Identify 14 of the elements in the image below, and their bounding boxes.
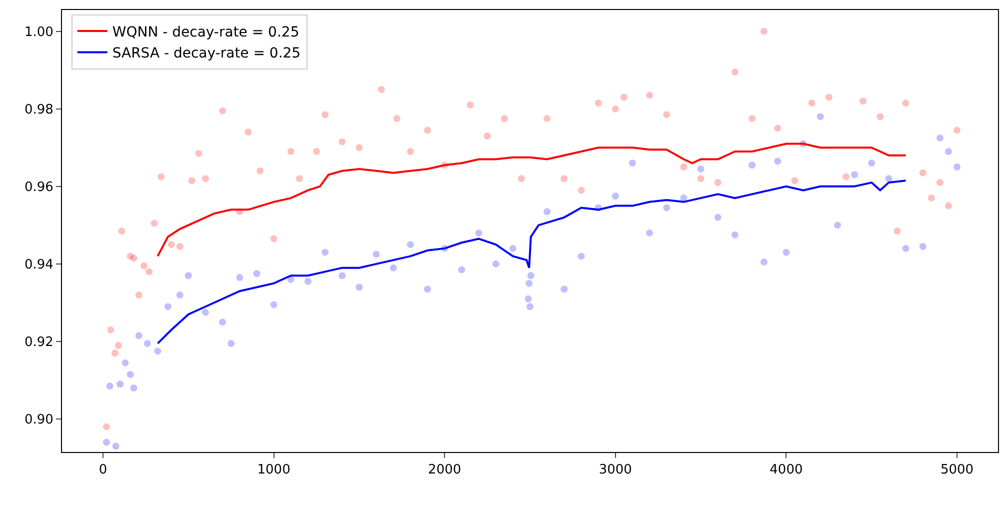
x-tick-label: 0 <box>98 462 108 478</box>
y-tick-label: 0.94 <box>24 258 54 273</box>
legend-label: SARSA - decay-rate = 0.25 <box>112 46 301 62</box>
legend-label: WQNN - decay-rate = 0.25 <box>112 24 300 40</box>
x-tick-label: 1000 <box>257 462 290 478</box>
y-tick-label: 0.90 <box>24 412 54 428</box>
x-tick-label: 4000 <box>770 462 803 478</box>
y-tick-label: 1.00 <box>24 24 54 40</box>
x-tick-label: 3000 <box>598 462 632 478</box>
y-tick-label: 0.92 <box>24 335 54 350</box>
x-tick-label: 2000 <box>428 462 462 478</box>
x-tick-label: 5000 <box>940 462 974 478</box>
y-tick-label: 0.98 <box>24 102 54 118</box>
y-tick-label: 0.96 <box>24 180 54 195</box>
